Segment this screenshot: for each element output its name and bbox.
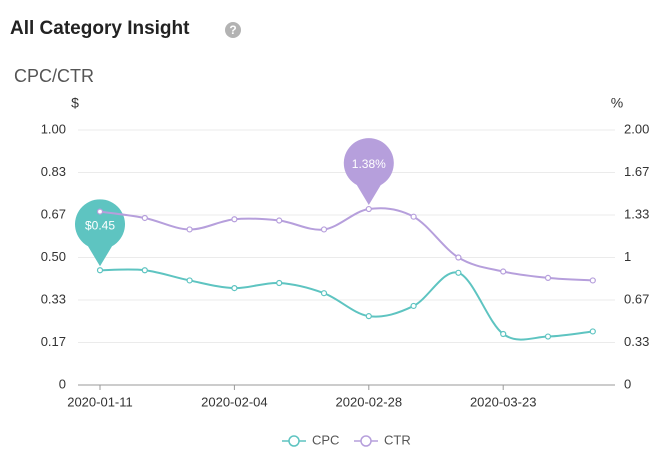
point: [365, 205, 372, 213]
label-pin: [75, 199, 125, 267]
point: [589, 277, 596, 284]
legend-label: CTR: [384, 432, 411, 447]
y-axis-label: $: [71, 95, 79, 111]
legend-marker: [288, 435, 300, 447]
point: [96, 208, 104, 215]
y-tick-label: 0.50: [41, 249, 66, 264]
y2-tick-label: 1.67: [624, 164, 649, 179]
x-tick-label: 2020-02-04: [201, 394, 268, 409]
point: [186, 226, 193, 233]
point: [276, 279, 283, 287]
y2-tick-label: 2.00: [624, 121, 649, 136]
y2-tick-label: 0.33: [624, 334, 649, 349]
point: [410, 302, 417, 310]
x-tick-label: 2020-01-11: [67, 394, 133, 409]
y-tick-label: 0.83: [41, 164, 66, 179]
point: [320, 290, 328, 297]
y2-tick-label: 0: [624, 376, 631, 391]
point: [141, 214, 148, 222]
y-tick-label: 0.67: [41, 206, 66, 221]
point: [544, 274, 552, 281]
point: [96, 267, 104, 274]
x-tick-label: 2020-02-28: [336, 394, 403, 409]
chart-title: CPC/CTR: [14, 66, 94, 86]
point: [231, 216, 238, 223]
point: [231, 285, 238, 292]
y2-tick-label: 1.33: [624, 206, 649, 221]
point: [276, 217, 283, 224]
svg-text:?: ?: [229, 23, 236, 37]
point: [141, 267, 148, 274]
point: [455, 254, 462, 261]
legend-marker: [360, 435, 372, 447]
point: [500, 330, 507, 338]
point: [589, 328, 596, 335]
series-line: [99, 207, 593, 282]
y2-axis-label: %: [611, 95, 623, 111]
y-tick-label: 0.17: [41, 334, 66, 349]
y-tick-label: 0: [59, 376, 66, 391]
page-title: All Category Insight: [10, 18, 190, 39]
point: [544, 333, 552, 340]
y-tick-label: 1.00: [41, 121, 66, 136]
series-line: [99, 268, 593, 341]
data-label: 1.38%: [352, 157, 386, 171]
label-pin: [343, 138, 394, 206]
point: [455, 269, 462, 276]
y2-tick-label: 1: [624, 249, 631, 264]
point: [365, 313, 372, 320]
y-tick-label: 0.33: [41, 291, 66, 306]
point: [500, 268, 507, 275]
point: [186, 277, 193, 284]
point: [410, 213, 417, 220]
point: [320, 226, 328, 233]
data-label: $0.45: [85, 218, 115, 232]
legend-label: CPC: [312, 432, 339, 447]
x-tick-label: 2020-03-23: [470, 394, 537, 409]
help-icon[interactable]: ?: [225, 22, 241, 38]
y2-tick-label: 0.67: [624, 291, 649, 306]
